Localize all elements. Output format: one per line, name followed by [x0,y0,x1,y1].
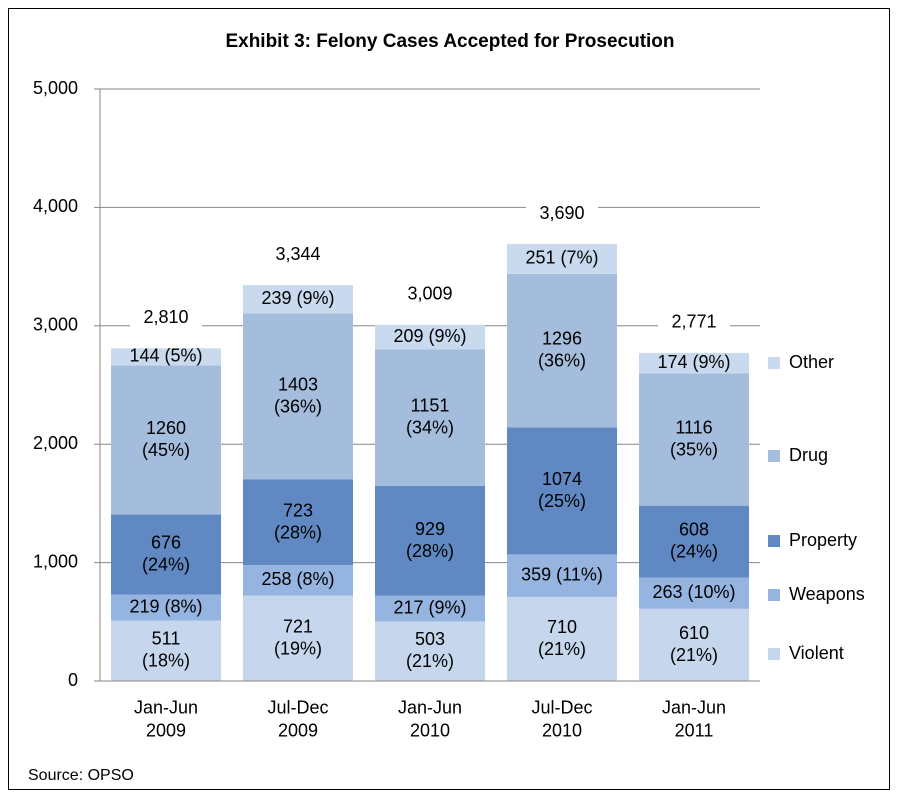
x-tick-label: Jul-Dec 2010 [531,697,592,740]
total-label-bg [262,243,334,268]
bar-segment [507,273,617,428]
bar-segment [375,621,485,681]
bar-segment [243,285,353,314]
legend-swatch [768,450,780,462]
value-label: 239 (9%) [261,288,334,308]
bar-segment [243,565,353,596]
legend-swatch [768,357,780,369]
bar-segment [243,479,353,566]
y-tick-label: 4,000 [33,196,78,216]
value-label: 610 (21%) [670,623,718,665]
bar-segment [375,349,485,486]
bar-segment [111,594,221,621]
value-label: 721 (19%) [274,616,322,658]
bar-segment [243,313,353,480]
bar-segment [507,596,617,681]
total-label: 2,771 [671,312,716,332]
value-label: 1074 (25%) [538,469,586,511]
source-note: Source: OPSO [28,767,134,784]
value-label: 359 (11%) [521,564,603,584]
value-label: 676 (24%) [142,532,190,574]
bar-segment [111,514,221,595]
legend-label: Other [789,352,834,372]
legend-swatch [768,589,780,601]
bar-segment [375,324,485,350]
value-label: 1296 (36%) [538,328,586,370]
bar-segment [111,365,221,515]
y-tick-label: 5,000 [33,78,78,98]
legend-label: Violent [789,643,844,663]
bar-segment [639,352,749,374]
value-label: 217 (9%) [393,597,466,617]
legend-label: Drug [789,445,828,465]
chart-title: Exhibit 3: Felony Cases Accepted for Pro… [225,31,674,52]
value-label: 251 (7%) [525,248,598,268]
bar-segment [507,554,617,597]
value-label: 503 (21%) [406,629,454,671]
bar-segment [639,577,749,609]
value-label: 1151 (34%) [406,395,454,437]
value-label: 608 (24%) [670,519,718,561]
value-label: 511 (18%) [142,628,190,670]
x-tick-label: Jul-Dec 2009 [267,697,328,740]
bar-segment [507,244,617,274]
y-tick-label: 0 [68,670,78,690]
value-label: 219 (8%) [129,596,202,616]
total-label-bg [526,202,598,227]
total-label-bg [130,306,202,331]
value-label: 723 (28%) [274,500,322,542]
y-tick-label: 1,000 [33,551,78,571]
bar-segment [639,505,749,578]
value-label: 1116 (35%) [670,417,718,459]
value-label: 263 (10%) [652,582,735,602]
bar-segment [111,620,221,681]
value-label: 929 (28%) [406,519,454,561]
x-tick-label: Jan-Jun 2009 [134,697,198,740]
legend-swatch [768,535,780,547]
value-label: 258 (8%) [261,569,334,589]
y-tick-label: 3,000 [33,315,78,335]
total-label: 3,009 [407,283,452,303]
total-label: 3,344 [275,244,320,264]
x-tick-label: Jan-Jun 2010 [398,697,462,740]
total-label: 3,690 [539,203,584,223]
bar-segment [507,427,617,555]
value-label: 209 (9%) [393,326,466,346]
total-label-bg [394,282,466,307]
total-label-bg [658,310,730,335]
bar-segment [639,373,749,506]
value-label: 174 (9%) [657,352,730,372]
bar-segment [639,608,749,681]
total-label: 2,810 [143,307,188,327]
y-tick-label: 2,000 [33,433,78,453]
value-label: 1403 (36%) [274,374,322,416]
value-label: 710 (21%) [538,617,586,659]
bar-segment [243,595,353,681]
bar-segment [375,595,485,622]
bar-segment [375,485,485,596]
legend-label: Property [789,530,857,550]
legend-swatch [768,648,780,660]
value-label: 144 (5%) [129,346,202,366]
bar-segment [111,348,221,366]
x-tick-label: Jan-Jun 2011 [662,697,726,740]
legend-label: Weapons [789,584,865,604]
value-label: 1260 (45%) [142,418,190,460]
